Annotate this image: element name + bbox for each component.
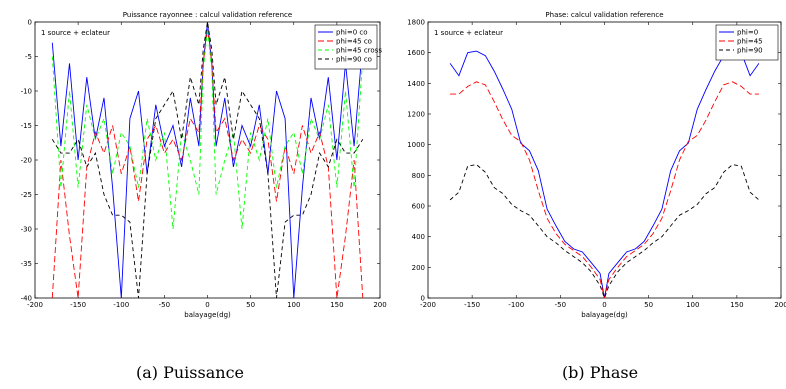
y-tick-label: 800 <box>412 172 425 180</box>
series-line-phi-45-co <box>51 28 364 298</box>
y-tick-label: -20 <box>21 157 32 165</box>
y-tick-label: 1600 <box>407 49 425 57</box>
figure-caption: (b) Phase <box>562 363 638 382</box>
y-tick-label: 400 <box>412 233 425 241</box>
y-tick-label: -5 <box>25 53 32 61</box>
series-line-phi-0-co <box>51 22 364 298</box>
legend-entry: phi=45 co <box>336 38 372 46</box>
legend-entry: phi=45 <box>737 38 763 46</box>
chart-puissance: -200 -150 -100 -50 0 50 100 150 200 0 -5 -10 -15 -20 -… <box>21 11 387 382</box>
y-tick-label: 0 <box>28 19 32 27</box>
x-tick-label: 200 <box>774 301 786 309</box>
chart-title: Phase: calcul validation reference <box>545 11 663 19</box>
x-tick-label: 100 <box>686 301 699 309</box>
y-tick-label: -15 <box>21 122 32 130</box>
legend-entry: phi=90 co <box>336 56 372 64</box>
x-tick-label: -100 <box>113 301 129 309</box>
series-line-phi-90 <box>449 164 760 298</box>
series-line-phi-90-co <box>51 22 364 298</box>
x-tick-label: 50 <box>644 301 653 309</box>
figure-caption: (a) Puissance <box>136 363 244 382</box>
x-tick-label: -100 <box>508 301 524 309</box>
y-tick-label: -25 <box>21 191 32 199</box>
x-axis-label: balayage(dg) <box>581 311 628 319</box>
x-tick-label: 150 <box>730 301 743 309</box>
legend-entry: phi=0 co <box>336 29 368 37</box>
y-tick-label: 0 <box>421 295 425 303</box>
x-tick-label: -50 <box>555 301 566 309</box>
x-tick-label: 100 <box>287 301 300 309</box>
series-line-phi-0 <box>449 50 760 298</box>
y-tick-label: 200 <box>412 264 425 272</box>
chart-phase: -200 -150 -100 -50 0 50 100 150 200 0 200 400 600 800… <box>407 11 786 382</box>
y-tick-label: 1200 <box>407 111 425 119</box>
y-tick-label: -40 <box>21 295 32 303</box>
x-tick-label: 0 <box>602 301 606 309</box>
y-tick-label: -35 <box>21 260 32 268</box>
x-tick-label: -150 <box>464 301 480 309</box>
legend-entry: phi=45 cross <box>336 47 382 55</box>
y-tick-label: 1800 <box>407 19 425 27</box>
chart-annotation: 1 source + eclateur <box>434 29 503 37</box>
y-tick-label: -10 <box>21 88 32 96</box>
x-tick-label: 150 <box>330 301 343 309</box>
legend-box <box>715 24 779 61</box>
chart-annotation: 1 source + eclateur <box>41 29 110 37</box>
legend-entry: phi=90 <box>737 47 763 55</box>
series-line-phi-45 <box>450 81 759 298</box>
chart-title: Puissance rayonnee : calcul validation r… <box>123 11 292 19</box>
y-tick-label: 600 <box>412 203 425 211</box>
x-axis-label: balayage(dg) <box>184 311 231 319</box>
plot-frame <box>427 21 782 299</box>
x-tick-label: -50 <box>159 301 170 309</box>
x-tick-label: -200 <box>27 301 43 309</box>
x-tick-label: 0 <box>205 301 209 309</box>
x-tick-label: -150 <box>70 301 86 309</box>
x-tick-label: 200 <box>373 301 386 309</box>
legend-entry: phi=0 <box>737 29 758 37</box>
y-tick-label: -30 <box>21 226 32 234</box>
series-line-phi-45-cross <box>51 28 364 230</box>
y-tick-label: 1400 <box>407 80 425 88</box>
x-tick-label: 50 <box>246 301 255 309</box>
y-tick-label: 1000 <box>407 141 425 149</box>
x-tick-label: -200 <box>420 301 436 309</box>
